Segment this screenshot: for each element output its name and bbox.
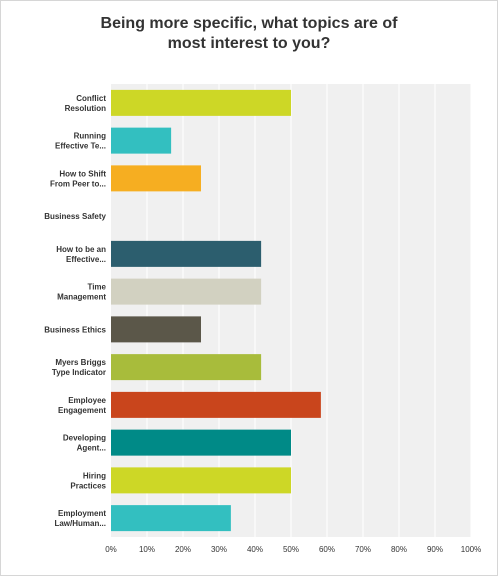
category-label-line: Employment [58, 509, 106, 518]
category-label-line: Management [57, 293, 106, 302]
category-label: How to Shift From Peer to... [50, 169, 106, 188]
category-label-line: Running [74, 132, 107, 141]
category-label: Hiring Practices [70, 471, 106, 490]
category-label-line: Engagement [58, 406, 106, 415]
x-tick-label: 60% [319, 545, 335, 554]
category-label-line: Business Ethics [44, 325, 106, 334]
category-label: Developing Agent... [63, 434, 106, 453]
x-tick-label: 50% [283, 545, 299, 554]
category-label: Employee Engagement [58, 396, 107, 415]
x-tick-label: 10% [139, 545, 155, 554]
bar [111, 467, 291, 494]
category-label-line: Business Safety [44, 212, 106, 221]
chart-title-line-2: most interest to you? [167, 35, 331, 52]
bar [111, 165, 201, 192]
category-label: Business Safety [44, 212, 106, 221]
bar [111, 505, 231, 532]
category-label: Employment Law/Human... [54, 509, 106, 528]
category-label-line: Agent... [77, 444, 106, 453]
category-label: Business Ethics [44, 325, 106, 334]
category-label: Time Management [57, 283, 106, 302]
bar [111, 89, 291, 116]
category-label-line: Employee [68, 396, 106, 405]
bar [111, 316, 201, 343]
x-tick-label: 30% [211, 545, 227, 554]
bar [111, 127, 172, 154]
category-label-line: Developing [63, 434, 106, 443]
chart-title: Being more specific, what topics are of … [0, 14, 498, 54]
category-label-line: Type Indicator [52, 368, 106, 377]
x-tick-label: 40% [247, 545, 263, 554]
x-tick-label: 70% [355, 545, 371, 554]
bar [111, 391, 321, 418]
category-label: How to be an Effective... [56, 245, 106, 264]
x-tick-label: 90% [427, 545, 443, 554]
x-tick-label: 100% [461, 545, 481, 554]
category-label-line: How to be an [56, 245, 106, 254]
category-label-line: Law/Human... [54, 519, 106, 528]
bar [111, 240, 262, 267]
bar [111, 429, 291, 456]
bar [111, 354, 262, 381]
category-label-line: Resolution [65, 104, 106, 113]
category-label-line: Effective... [66, 255, 106, 264]
bar [111, 278, 262, 305]
x-tick-label: 0% [105, 545, 117, 554]
x-tick-label: 20% [175, 545, 191, 554]
category-label: Running Effective Te... [55, 132, 106, 151]
category-label-line: From Peer to... [50, 179, 106, 188]
category-label: Conflict Resolution [65, 94, 107, 113]
category-label-line: Time [87, 283, 106, 292]
category-label-line: Effective Te... [55, 142, 106, 151]
category-label-line: How to Shift [59, 169, 106, 178]
category-label-line: Conflict [76, 94, 106, 103]
category-label-line: Myers Briggs [55, 358, 106, 367]
category-label-line: Hiring [83, 471, 106, 480]
x-tick-label: 80% [391, 545, 407, 554]
chart-title-line-1: Being more specific, what topics are of [100, 15, 398, 32]
category-label-line: Practices [70, 481, 106, 490]
category-label: Myers Briggs Type Indicator [52, 358, 107, 377]
